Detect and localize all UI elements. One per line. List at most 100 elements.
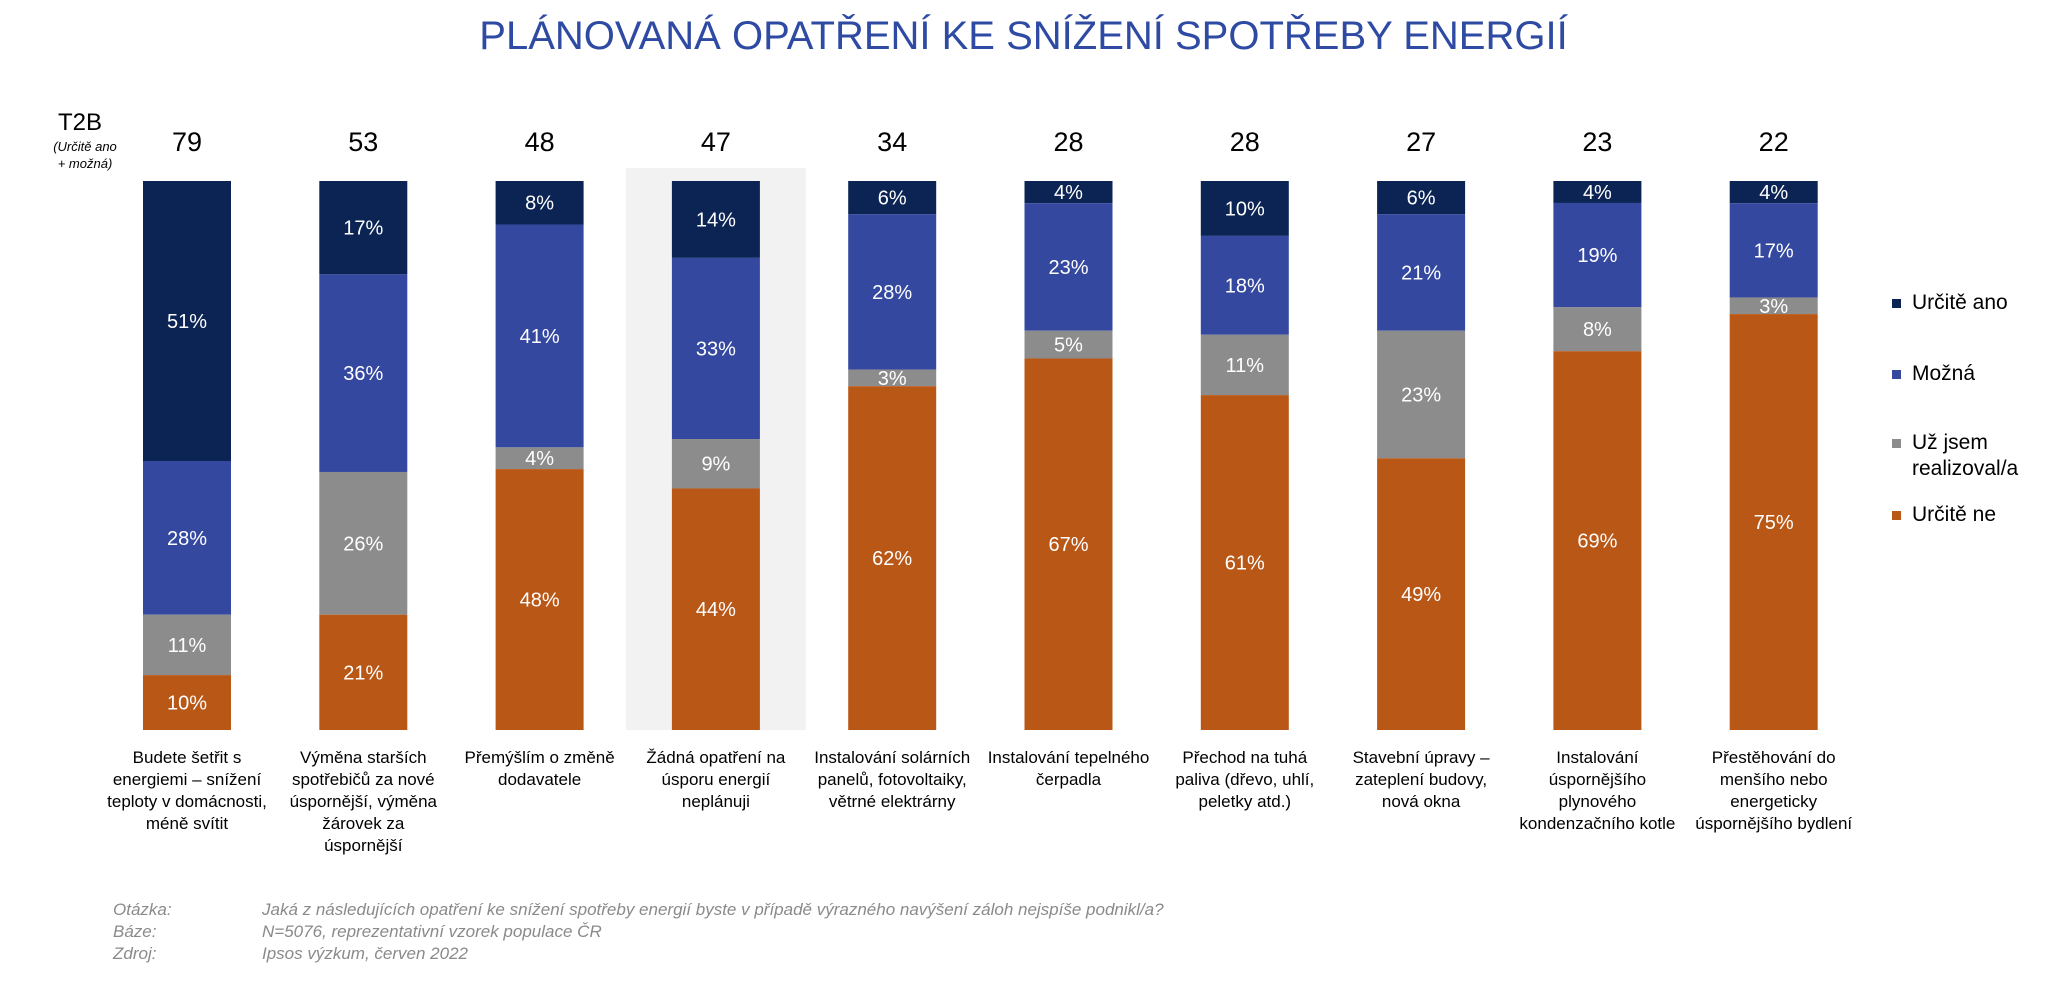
category-label-line: Výměna starších [300, 748, 427, 767]
legend-swatch [1892, 370, 1901, 379]
data-label: 21% [343, 662, 383, 684]
data-label: 33% [696, 338, 736, 360]
data-label: 75% [1754, 512, 1794, 534]
bar-segment-urcite_ano [1200, 181, 1289, 236]
bar-segment-uz_jsem [1200, 334, 1289, 396]
category-label: Instalování tepelného čerpadla [988, 748, 1150, 789]
category-label-line: teploty v domácnosti, [107, 792, 267, 811]
data-label: 10% [167, 693, 207, 715]
bar-segment-uz_jsem [143, 614, 231, 676]
bar-segment-urcite_ano [1729, 181, 1818, 204]
bar-segment-urcite_ano [495, 181, 584, 225]
t2b-value: 23 [1582, 127, 1612, 157]
bar-segment-mozna [319, 274, 408, 472]
category-label-line: Přestěhování do [1712, 748, 1836, 767]
footnote-base-text: N=5076, reprezentativní vzorek populace … [262, 922, 602, 941]
bar-segment-urcite_ne [495, 469, 584, 730]
category-label-line: Instalování [1556, 748, 1638, 767]
legend-label: Určitě ano [1912, 291, 2008, 314]
category-label-line: úspornější [324, 836, 403, 855]
category-label-line: úspornější, výměna [290, 792, 438, 811]
t2b-value: 22 [1759, 127, 1789, 157]
bar-segment-uz_jsem [495, 447, 584, 470]
bar-segment-mozna [495, 224, 584, 448]
category-label-line: nová okna [1382, 792, 1461, 811]
legend-label: Možná [1912, 362, 1976, 385]
bar-segment-mozna [671, 257, 760, 440]
bar-segment-mozna [1553, 202, 1642, 308]
bar-segment-uz_jsem [848, 369, 937, 387]
data-label: 26% [343, 533, 383, 555]
t2b-value: 79 [172, 127, 202, 157]
bar-segment-mozna [1024, 203, 1113, 331]
category-label: Přestěhování do menšího nebo energeticky ús… [1695, 748, 1852, 833]
data-label: 10% [1225, 198, 1265, 220]
data-label: 44% [696, 599, 736, 621]
data-label: 62% [872, 548, 912, 570]
bar-segment-mozna [1377, 214, 1466, 331]
category-label-line: úspornějšího [1549, 770, 1646, 789]
bar-segment-urcite_ne [319, 614, 408, 730]
bar-segment-urcite_ano [848, 181, 937, 215]
bar-segment-uz_jsem [1024, 330, 1113, 359]
stacked-bar-chart: T2B (Určitě ano + možná) 51% 28% 11% 10% 79 B… [53, 109, 1852, 855]
bar-segment-mozna [1729, 203, 1818, 298]
category-label-line: Přemýšlím o změně [464, 748, 614, 767]
data-label: 9% [701, 454, 730, 476]
category-label-line: energeticky [1730, 792, 1817, 811]
bar-segment-urcite_ano [1377, 181, 1466, 215]
category-label-line: paliva (dřevo, uhlí, [1175, 770, 1314, 789]
category-label-line: panelů, fotovoltaiky, [818, 770, 967, 789]
data-label: 23% [1401, 385, 1441, 407]
legend-swatch [1892, 299, 1901, 308]
legend-swatch [1892, 439, 1901, 448]
category-label-line: peletky atd.) [1198, 792, 1291, 811]
bar-segment-urcite_ne [848, 386, 937, 730]
t2b-value: 47 [701, 127, 731, 157]
data-label: 11% [1226, 355, 1265, 377]
category-label-line: dodavatele [498, 770, 581, 789]
category-label: Instalování solárních panelů, fotovoltaik… [814, 748, 970, 811]
data-label: 69% [1577, 531, 1617, 553]
data-label: 3% [878, 368, 907, 390]
data-label: 21% [1401, 263, 1441, 285]
legend-label: Už jsem [1912, 431, 1988, 454]
bar-segment-urcite_ne [1024, 358, 1113, 730]
data-label: 4% [1759, 182, 1788, 204]
t2b-value: 53 [348, 127, 378, 157]
bar-segment-uz_jsem [671, 439, 760, 489]
data-label: 48% [520, 590, 560, 612]
bar-segment-urcite_ne [1729, 314, 1818, 730]
data-label: 23% [1048, 257, 1088, 279]
t2b-value: 27 [1406, 127, 1436, 157]
data-label: 8% [525, 193, 554, 215]
footnote-question-label: Otázka: [113, 900, 172, 919]
bar-segment-urcite_ano [1024, 181, 1113, 204]
data-label: 61% [1225, 553, 1265, 575]
bar-segment-mozna [143, 460, 231, 615]
category-label: Instalování úspornějšího plynového kondenza… [1519, 748, 1675, 833]
bar-segment-urcite_ne [1553, 351, 1642, 730]
category-label-line: spotřebičů za nové [292, 770, 435, 789]
data-label: 28% [872, 282, 912, 304]
t2b-value: 48 [525, 127, 555, 157]
category-label: Přemýšlím o změně dodavatele [464, 748, 614, 789]
category-label-line: Přechod na tuhá [1182, 748, 1307, 767]
data-label: 41% [520, 326, 560, 348]
data-label: 11% [168, 635, 207, 657]
t2b-label: T2B [58, 109, 102, 136]
category-label-line: Instalování solárních [814, 748, 970, 767]
category-label-line: úsporu energií [662, 770, 771, 789]
legend-label: Určitě ne [1912, 503, 1997, 526]
footnote-base-label: Báze: [113, 922, 157, 941]
category-label-line: neplánuji [682, 792, 750, 811]
category-label: Budete šetřit s energiemi – snížení teplot… [107, 748, 267, 833]
category-label-line: Instalování tepelného [988, 748, 1150, 767]
category-label-line: kondenzačního kotle [1519, 814, 1675, 833]
t2b-sublabel-2: + možná) [58, 156, 113, 171]
data-label: 18% [1225, 275, 1265, 297]
footnote-source-label: Zdroj: [113, 944, 157, 963]
data-label: 8% [1583, 319, 1612, 341]
data-label: 5% [1054, 335, 1083, 357]
bar-segment-urcite_ne [1200, 395, 1289, 730]
